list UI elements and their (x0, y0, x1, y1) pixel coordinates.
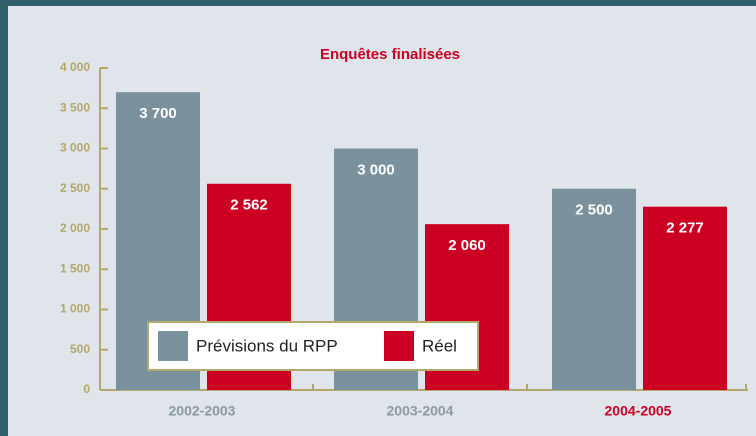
y-tick-label: 3 000 (60, 141, 90, 155)
legend-label: Prévisions du RPP (196, 336, 338, 355)
legend-swatch (158, 331, 188, 361)
x-tick-label: 2002-2003 (169, 403, 236, 419)
y-tick-label: 2 500 (60, 181, 90, 195)
legend-label: Réel (422, 336, 457, 355)
value-label: 3 700 (139, 105, 177, 122)
legend (147, 321, 479, 371)
y-tick-label: 500 (70, 342, 90, 356)
y-tick-label: 4 000 (60, 60, 90, 74)
chart-title: Enquêtes finalisées (320, 46, 460, 63)
value-label: 3 000 (357, 161, 395, 178)
y-tick-label: 1 000 (60, 302, 90, 316)
value-label: 2 277 (666, 220, 704, 237)
value-label: 2 060 (448, 237, 486, 254)
value-label: 2 500 (575, 202, 613, 219)
legend-swatch (384, 331, 414, 361)
y-tick-label: 0 (83, 382, 90, 396)
bar (552, 188, 636, 390)
y-tick-label: 3 500 (60, 100, 90, 114)
bar (643, 206, 727, 390)
y-tick-label: 2 000 (60, 221, 90, 235)
x-tick-label: 2004-2005 (605, 403, 672, 419)
y-tick-label: 1 500 (60, 261, 90, 275)
x-tick-label: 2003-2004 (387, 403, 454, 419)
value-label: 2 562 (230, 197, 268, 214)
